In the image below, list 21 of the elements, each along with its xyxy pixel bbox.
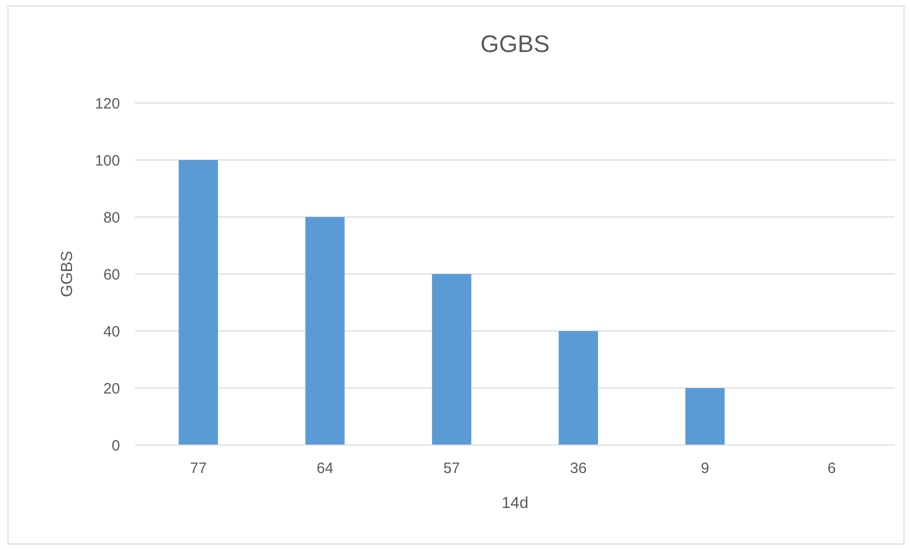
- x-tick-label: 6: [827, 460, 836, 477]
- y-tick-label: 0: [112, 437, 120, 454]
- y-tick-label: 60: [103, 266, 120, 284]
- x-tick-label: 36: [570, 460, 587, 477]
- bar: [305, 217, 345, 445]
- y-tick-label: 120: [94, 95, 120, 112]
- bar: [685, 388, 725, 445]
- bar: [432, 274, 472, 445]
- y-tick-label: 100: [94, 152, 120, 170]
- y-tick-label: 80: [103, 209, 120, 226]
- x-axis-title: 14d: [502, 495, 528, 512]
- chart-title: GGBS: [480, 31, 550, 58]
- y-tick-label: 20: [103, 380, 120, 398]
- x-tick-label: 64: [316, 460, 334, 477]
- y-tick-label: 40: [103, 323, 120, 340]
- x-tick-label: 57: [443, 460, 460, 477]
- x-tick-label: 9: [700, 460, 710, 477]
- y-axis-title: GGBS: [59, 250, 76, 298]
- x-tick-label: 77: [190, 460, 207, 477]
- bar: [558, 331, 598, 445]
- bar: [178, 160, 218, 445]
